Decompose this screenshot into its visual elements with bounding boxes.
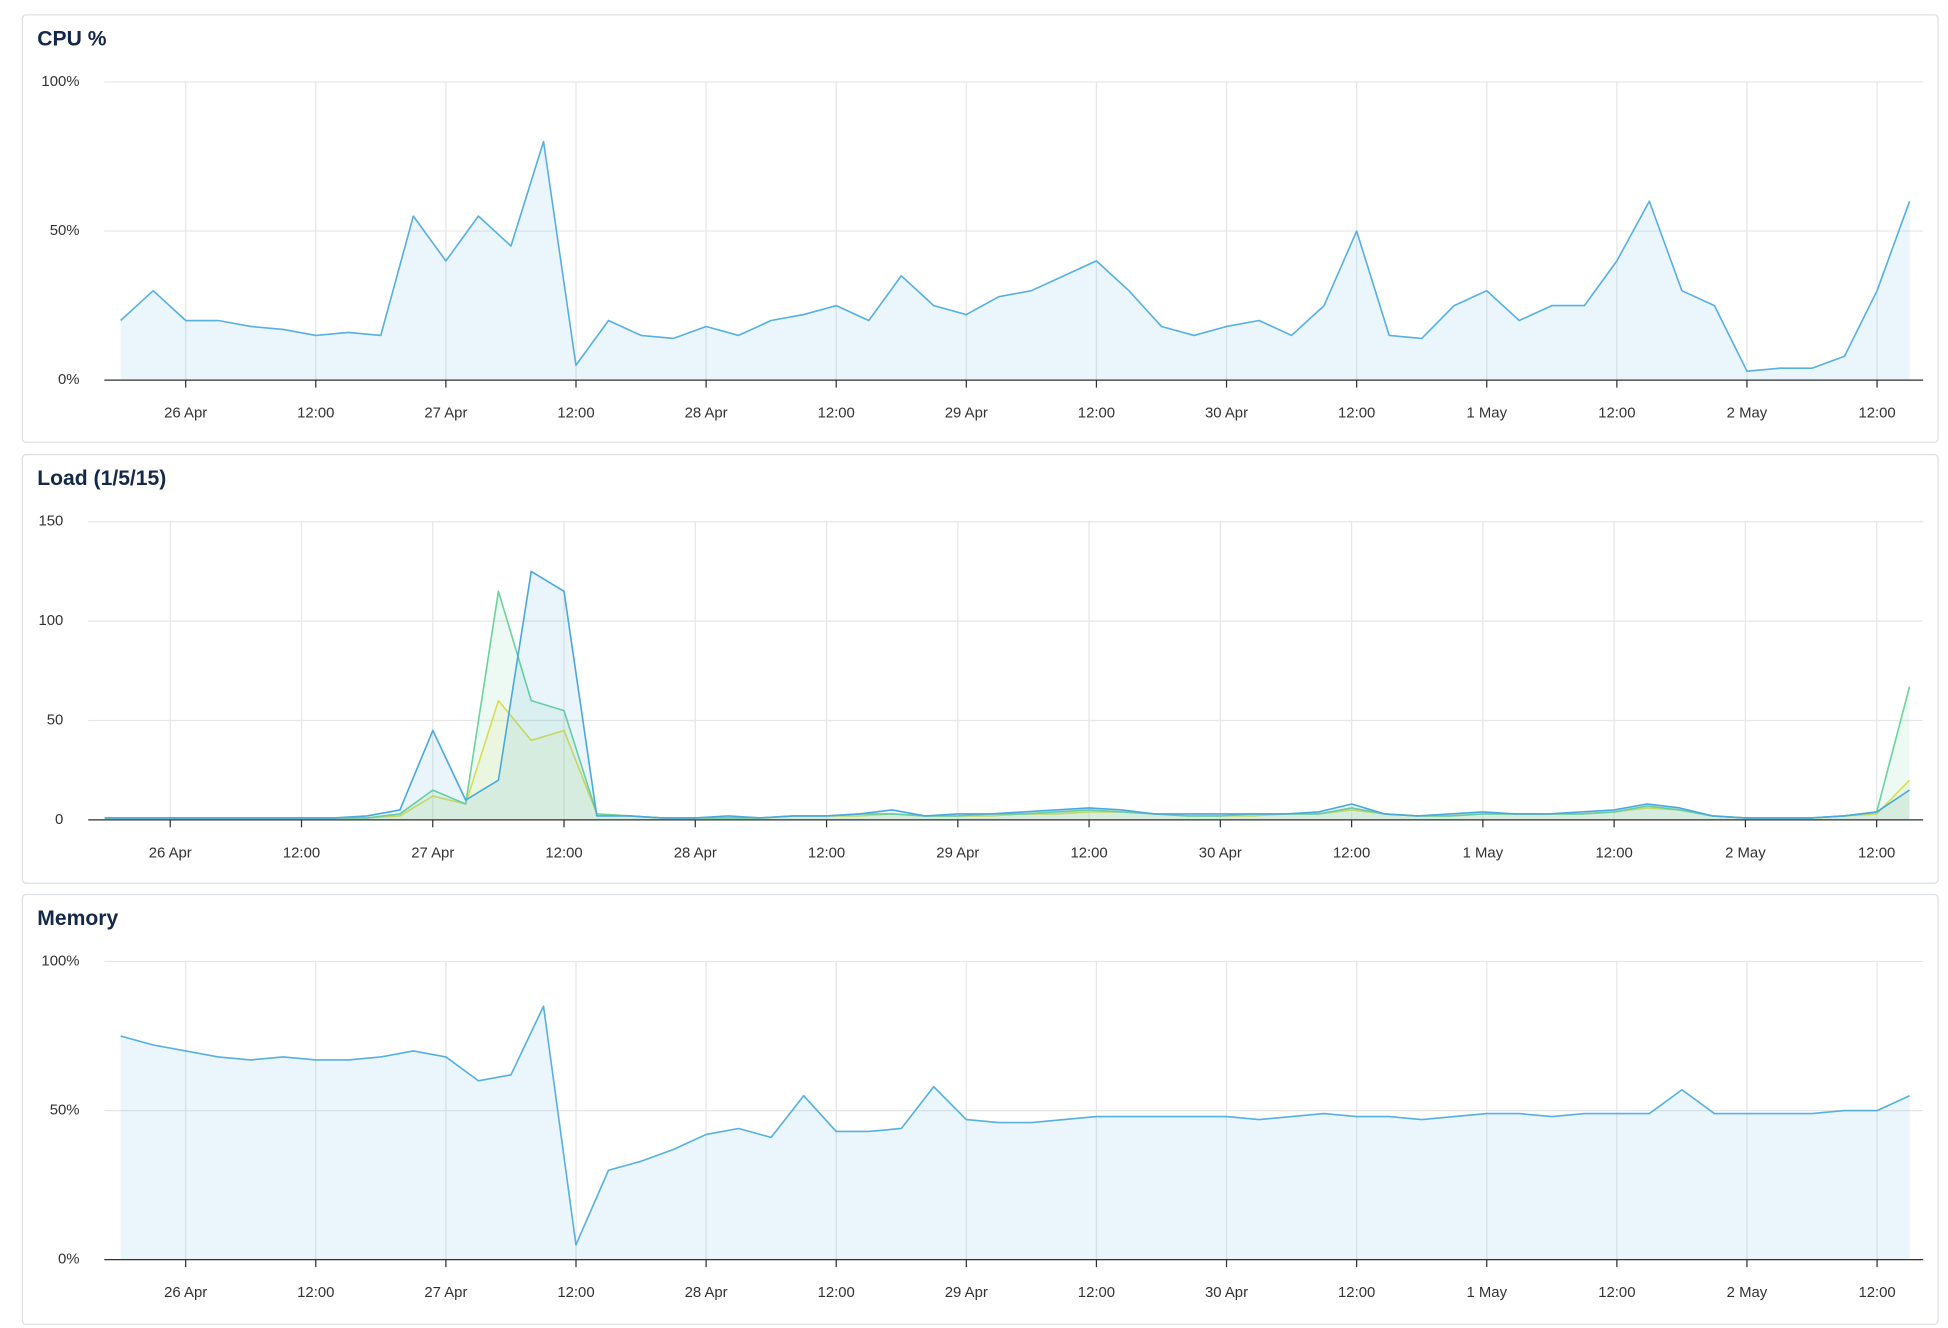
x-tick-label: 29 Apr	[945, 1285, 988, 1301]
y-tick-label: 0%	[58, 372, 80, 388]
chart-title: Load (1/5/15)	[37, 467, 166, 490]
x-tick-label: 12:00	[1596, 845, 1633, 861]
x-tick-label: 12:00	[1598, 1285, 1635, 1301]
x-tick-label: 12:00	[1338, 1285, 1375, 1301]
x-tick-label: 29 Apr	[936, 845, 979, 861]
x-tick-label: 28 Apr	[685, 406, 728, 422]
x-tick-label: 12:00	[1858, 1285, 1895, 1301]
x-tick-label: 2 May	[1727, 406, 1768, 422]
area-fill	[104, 571, 1910, 820]
x-tick-label: 1 May	[1466, 406, 1507, 422]
panel	[21, 454, 1939, 884]
x-tick-label: 12:00	[557, 406, 594, 422]
series-line	[120, 140, 1911, 373]
x-tick-label: 12:00	[1338, 406, 1375, 422]
x-tick-label: 1 May	[1466, 1285, 1507, 1301]
x-tick-label: 12:00	[1858, 406, 1895, 422]
panel	[21, 14, 1939, 443]
area-fill	[120, 1006, 1910, 1260]
chart-title: Memory	[37, 907, 118, 930]
y-tick-label: 100%	[41, 74, 79, 90]
x-tick-label: 28 Apr	[685, 1285, 728, 1301]
x-tick-label: 12:00	[297, 1285, 334, 1301]
x-tick-label: 12:00	[1333, 845, 1370, 861]
x-tick-label: 12:00	[283, 845, 320, 861]
series-line	[120, 1005, 1910, 1246]
y-tick-label: 100	[38, 613, 63, 629]
x-tick-label: 30 Apr	[1205, 1285, 1248, 1301]
x-tick-label: 12:00	[1598, 406, 1635, 422]
y-tick-label: 50	[47, 712, 64, 728]
x-tick-label: 12:00	[808, 845, 845, 861]
y-tick-label: 0	[55, 812, 63, 828]
y-tick-label: 0%	[58, 1252, 80, 1268]
x-tick-label: 26 Apr	[164, 406, 207, 422]
x-tick-label: 2 May	[1725, 845, 1766, 861]
x-tick-label: 28 Apr	[674, 845, 717, 861]
x-tick-label: 12:00	[818, 1285, 855, 1301]
x-tick-label: 27 Apr	[411, 845, 454, 861]
x-tick-label: 1 May	[1463, 845, 1504, 861]
panel	[21, 893, 1939, 1325]
y-tick-label: 100%	[41, 953, 79, 969]
area-fill	[104, 591, 1910, 820]
x-tick-label: 30 Apr	[1205, 406, 1248, 422]
x-tick-label: 26 Apr	[164, 1285, 207, 1301]
area-fill	[120, 141, 1910, 381]
series-line	[104, 570, 1910, 819]
x-tick-label: 12:00	[297, 406, 334, 422]
x-tick-label: 27 Apr	[424, 406, 467, 422]
series-line	[104, 590, 1911, 819]
x-tick-label: 27 Apr	[424, 1285, 467, 1301]
x-tick-label: 12:00	[818, 406, 855, 422]
y-tick-label: 50%	[50, 1103, 80, 1119]
x-tick-label: 12:00	[545, 845, 582, 861]
y-tick-label: 50%	[50, 223, 80, 239]
x-tick-label: 12:00	[1078, 406, 1115, 422]
x-tick-label: 12:00	[1858, 845, 1895, 861]
area-fill	[104, 700, 1910, 820]
x-tick-label: 12:00	[557, 1285, 594, 1301]
x-tick-label: 12:00	[1070, 845, 1107, 861]
y-tick-label: 150	[38, 514, 63, 530]
chart-title: CPU %	[37, 27, 106, 50]
x-tick-label: 2 May	[1727, 1285, 1768, 1301]
x-tick-label: 30 Apr	[1199, 845, 1242, 861]
x-tick-label: 26 Apr	[149, 845, 192, 861]
x-tick-label: 29 Apr	[945, 406, 988, 422]
x-tick-label: 12:00	[1078, 1285, 1115, 1301]
